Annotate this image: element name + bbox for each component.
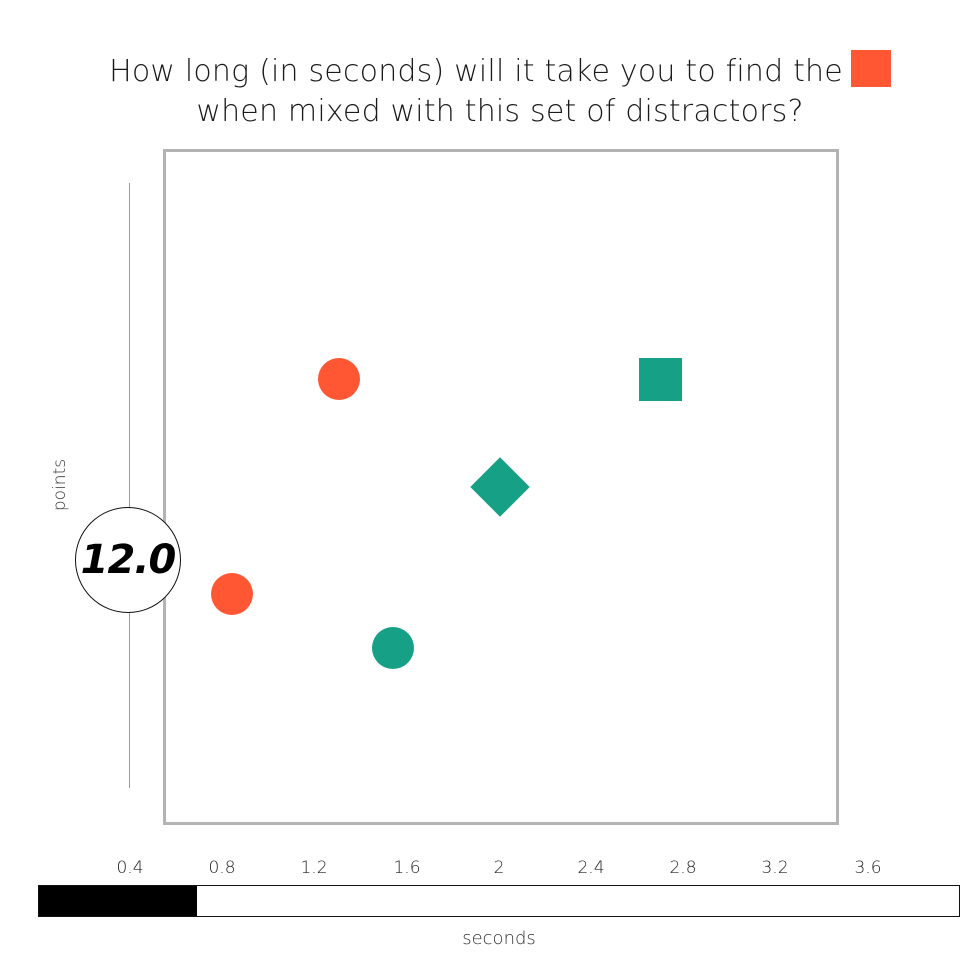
timer-tick: 2 <box>493 858 505 878</box>
target-square-swatch <box>850 50 891 87</box>
teal-square[interactable] <box>639 358 682 401</box>
timer-tick: 2.4 <box>577 858 605 878</box>
timer-tick: 3.2 <box>761 858 789 878</box>
timer-tick: 2.8 <box>669 858 697 878</box>
teal-diamond[interactable] <box>470 457 530 517</box>
timer-ticks: 0.4 0.8 1.2 1.6 2 2.4 2.8 3.2 3.6 <box>38 858 960 884</box>
points-axis-line <box>129 183 130 788</box>
question-line-1: How long (in seconds) will it take you t… <box>90 50 910 92</box>
timer-tick: 1.6 <box>393 858 421 878</box>
points-axis-label: points <box>50 458 70 512</box>
question-title: How long (in seconds) will it take you t… <box>90 50 910 132</box>
question-line-2: when mixed with this set of distractors? <box>196 94 804 129</box>
search-display[interactable] <box>163 149 839 825</box>
orange-circle-upper[interactable] <box>318 358 360 400</box>
timer-tick: 3.6 <box>854 858 882 878</box>
points-score-badge: 12.0 <box>75 507 181 613</box>
timer-progress-bar <box>38 885 960 917</box>
orange-circle-lower[interactable] <box>211 573 253 615</box>
timer-tick: 0.4 <box>116 858 144 878</box>
timer-tick: 0.8 <box>208 858 236 878</box>
timer-tick: 1.2 <box>300 858 328 878</box>
timer-progress-fill <box>39 886 198 916</box>
seconds-axis-label: seconds <box>462 928 536 949</box>
teal-circle[interactable] <box>372 627 414 669</box>
